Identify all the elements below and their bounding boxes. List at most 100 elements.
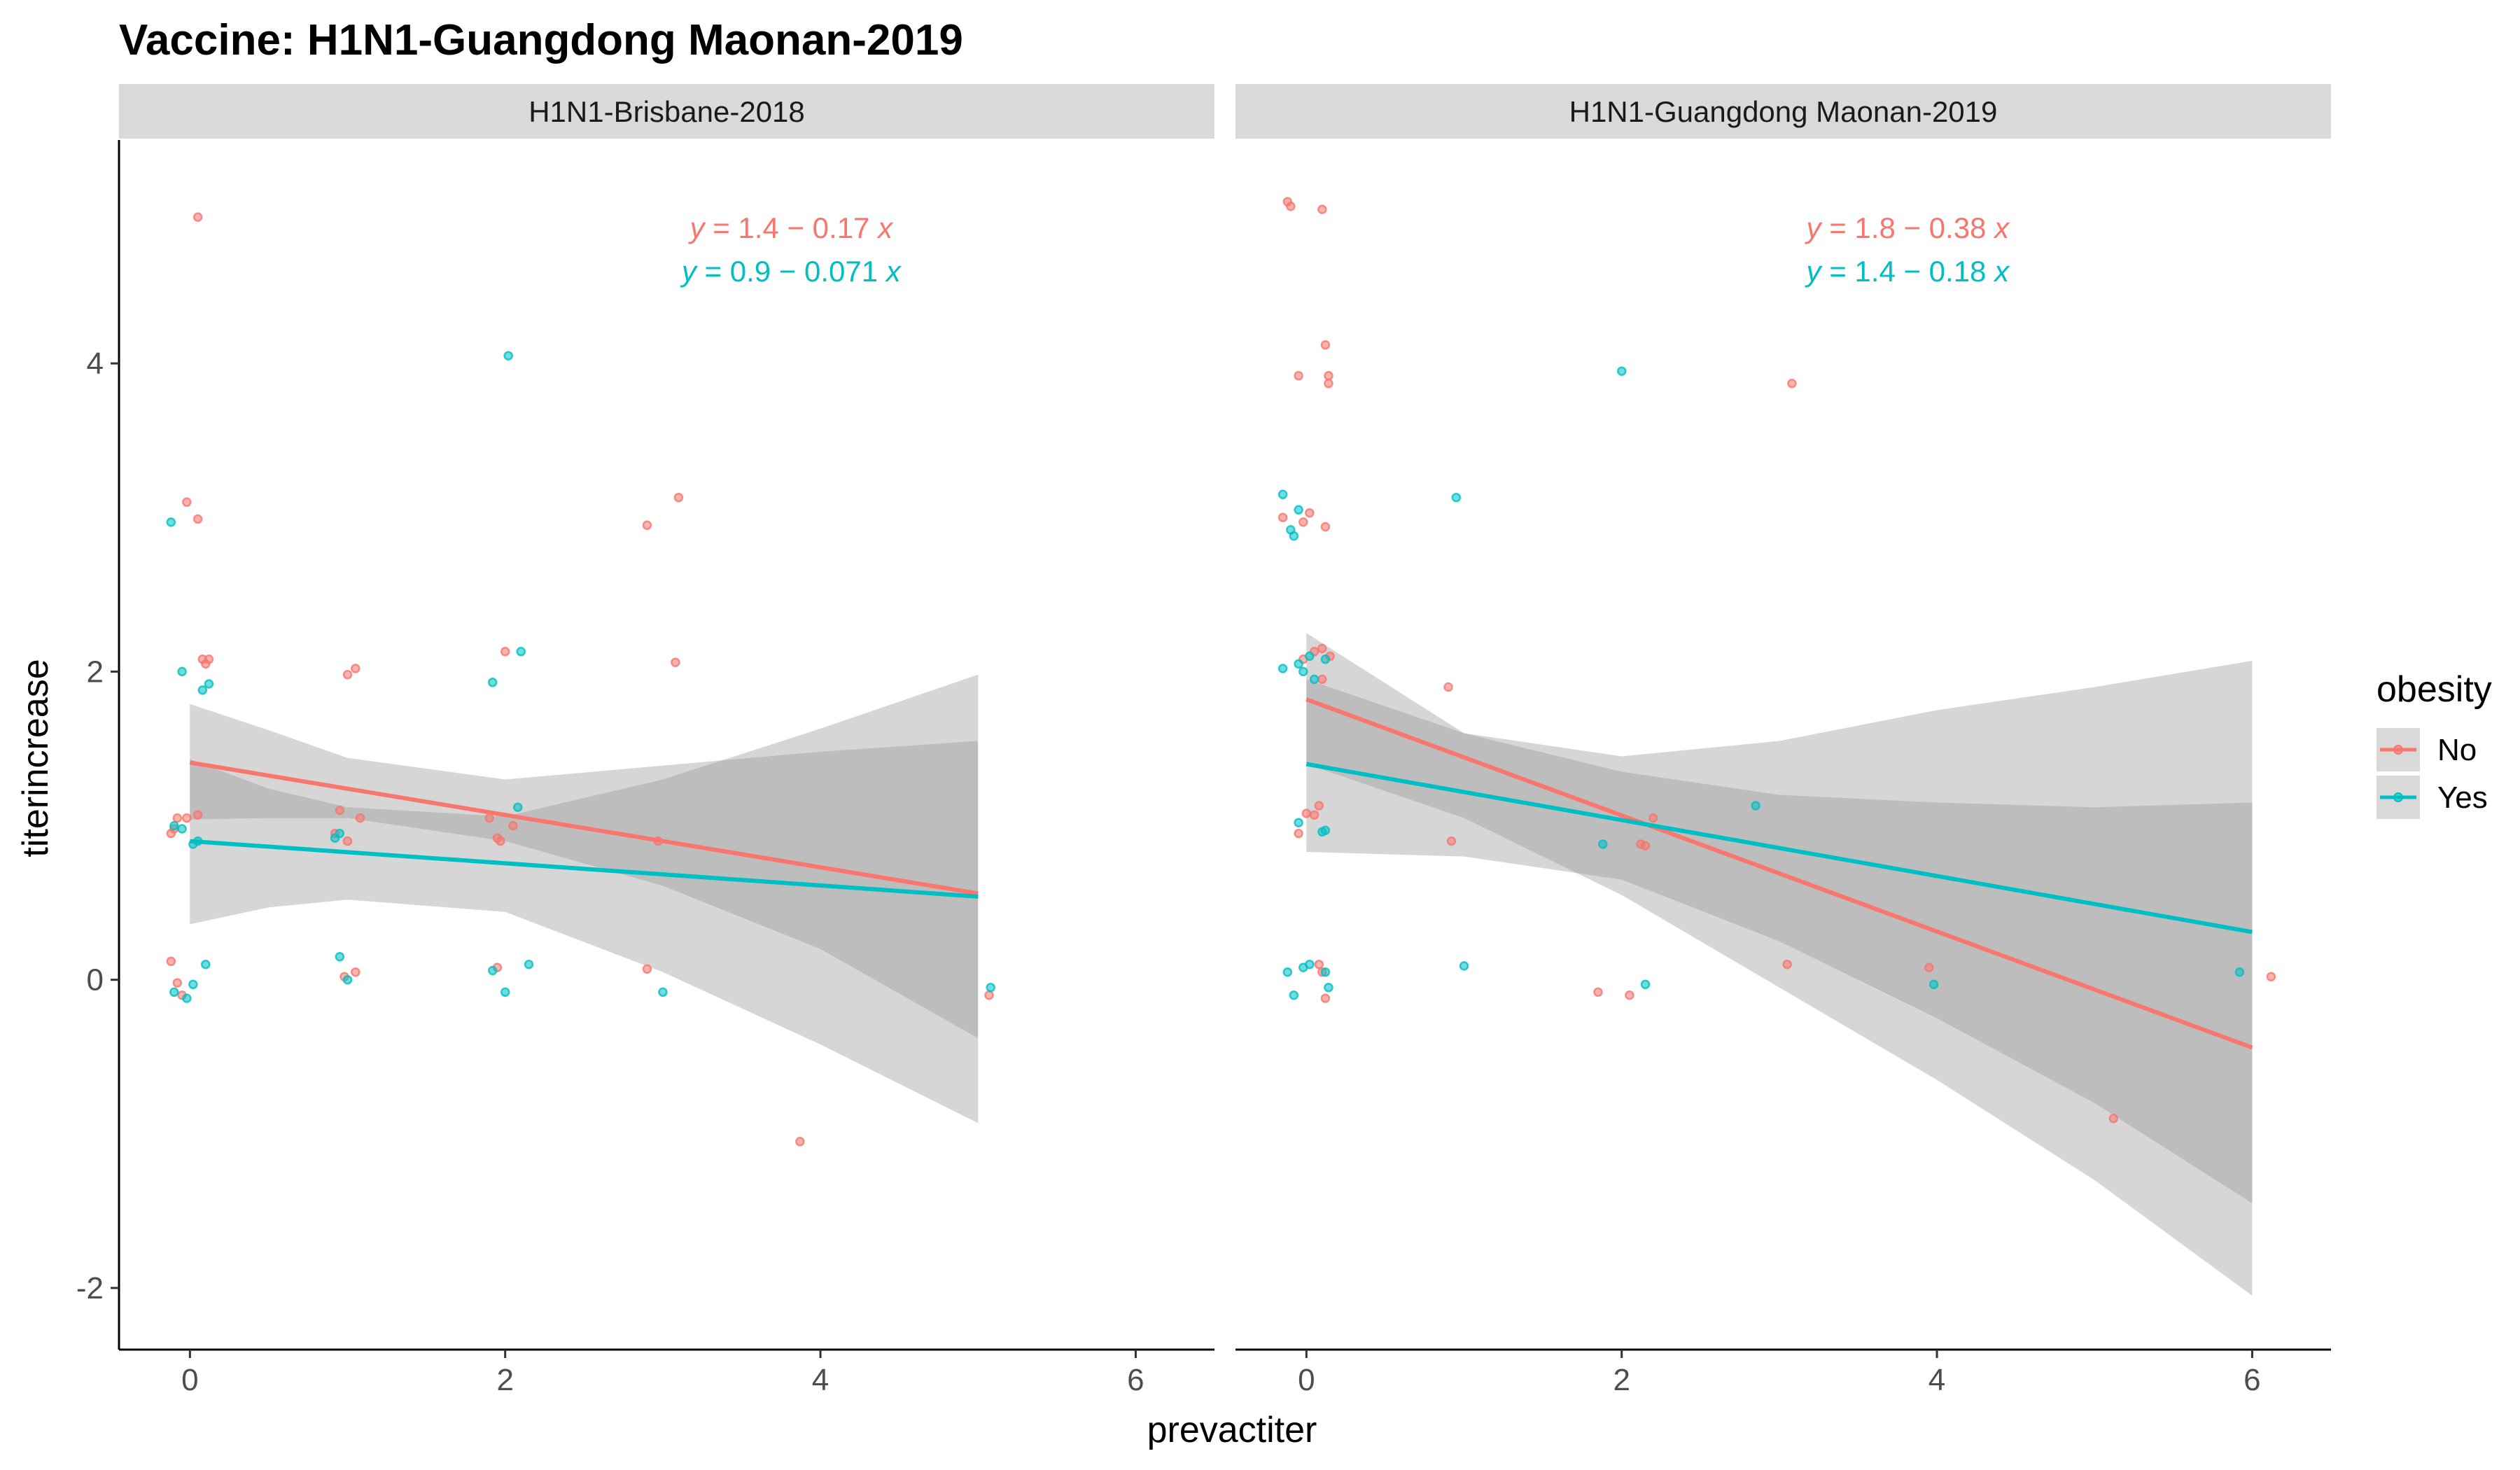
data-point-no: [1286, 201, 1296, 211]
x-axis-title: prevactiter: [1147, 1410, 1317, 1450]
data-point-yes: [524, 959, 534, 969]
data-point-no: [1324, 371, 1334, 381]
legend: obesity No Yes: [2376, 669, 2492, 819]
data-point-yes: [1597, 839, 1608, 849]
data-point-no: [795, 1137, 805, 1147]
data-point-no: [1294, 371, 1303, 381]
x-tick-label: 6: [2244, 1363, 2260, 1397]
data-point-yes: [1320, 654, 1331, 664]
legend-label-no: No: [2437, 733, 2477, 767]
data-point-yes: [1294, 818, 1303, 827]
data-point-no: [1593, 987, 1603, 997]
data-point-yes: [487, 965, 498, 976]
data-point-no: [1446, 836, 1457, 846]
regression-equation-no: y = 1.4 − 0.17 x: [688, 211, 895, 244]
x-tick-label: 0: [181, 1363, 198, 1397]
data-point-no: [1317, 204, 1327, 214]
y-tick-label: -2: [76, 1271, 104, 1306]
facet-panel-brisbane: H1N1-Brisbane-2018 y = 1.4 − 0.17 x y = 0.…: [76, 84, 1214, 1397]
confidence-band-no: [190, 704, 979, 1039]
data-point-no: [1294, 828, 1303, 839]
data-point-no: [1314, 959, 1324, 969]
legend-key-point: [2393, 745, 2403, 755]
data-point-no: [1317, 674, 1327, 685]
data-point-no: [671, 657, 680, 667]
data-point-no: [984, 990, 994, 1000]
x-tick-label: 0: [1298, 1363, 1315, 1397]
data-point-no: [484, 813, 494, 823]
data-point-no: [351, 664, 360, 673]
data-point-yes: [1294, 505, 1303, 515]
data-point-yes: [1278, 489, 1288, 500]
data-point-yes: [1309, 674, 1320, 685]
x-tick-label: 4: [812, 1363, 829, 1397]
regression-equation-no: y = 1.8 − 0.38 x: [1805, 211, 2011, 244]
data-point-yes: [658, 987, 668, 997]
x-tick-label: 4: [1928, 1363, 1945, 1397]
data-point-no: [1314, 801, 1324, 811]
regression-equation-yes: y = 0.9 − 0.071 x: [680, 255, 902, 288]
data-point-yes: [1459, 961, 1469, 971]
facet-strip-label: H1N1-Guangdong Maonan-2019: [1569, 95, 1998, 128]
data-point-yes: [1320, 967, 1331, 977]
data-point-no: [1625, 990, 1634, 1000]
regression-line-yes: [190, 839, 979, 899]
data-point-no: [166, 956, 176, 967]
data-point-no: [1309, 810, 1320, 820]
confidence-band-yes: [190, 674, 979, 1124]
x-tick-label: 6: [1127, 1363, 1144, 1397]
data-point-no: [1298, 517, 1308, 527]
data-point-no: [1320, 522, 1331, 532]
data-point-yes: [1282, 967, 1293, 977]
confidence-band-yes: [1306, 661, 2253, 1203]
data-point-no: [642, 520, 652, 531]
data-point-no: [673, 492, 684, 503]
data-point-no: [192, 810, 203, 820]
legend-label-yes: Yes: [2437, 780, 2488, 815]
data-point-yes: [487, 678, 498, 687]
facet-panel-guangdong: H1N1-Guangdong Maonan-2019 y = 1.8 − 0.38…: [1236, 84, 2331, 1397]
data-point-no: [342, 670, 353, 680]
data-point-yes: [1751, 801, 1760, 811]
data-point-yes: [1324, 982, 1334, 993]
data-point-no: [172, 978, 183, 988]
x-tick-label: 2: [496, 1363, 513, 1397]
data-point-yes: [342, 974, 353, 985]
data-point-no: [1648, 813, 1658, 823]
data-point-no: [166, 828, 176, 839]
y-tick-label: 4: [87, 346, 104, 381]
data-point-no: [1305, 507, 1315, 518]
data-point-no: [1324, 379, 1334, 388]
facet-strip-label: H1N1-Brisbane-2018: [528, 95, 805, 128]
facet-strip: [1236, 84, 2331, 139]
chart-title: Vaccine: H1N1-Guangdong Maonan-2019: [119, 16, 963, 64]
data-point-yes: [516, 647, 526, 657]
data-point-no: [1317, 643, 1327, 654]
data-point-yes: [986, 982, 995, 993]
data-point-yes: [177, 824, 187, 834]
data-point-yes: [1640, 979, 1651, 990]
data-point-yes: [1305, 959, 1315, 969]
data-point-yes: [2234, 967, 2245, 977]
data-point-yes: [1305, 651, 1315, 662]
data-point-no: [351, 967, 360, 977]
data-point-no: [1787, 379, 1797, 388]
data-point-no: [1301, 808, 1312, 818]
confidence-band-no: [1306, 633, 2253, 1296]
data-point-no: [2108, 1114, 2119, 1124]
data-point-no: [508, 820, 518, 831]
data-point-yes: [169, 987, 179, 997]
data-point-yes: [169, 820, 179, 831]
data-point-no: [500, 647, 510, 657]
data-point-no: [342, 836, 353, 846]
data-point-no: [182, 813, 192, 823]
data-point-no: [335, 805, 345, 816]
data-point-no: [1635, 839, 1646, 849]
data-point-yes: [1928, 979, 1939, 990]
data-point-no: [1924, 962, 1934, 972]
data-point-yes: [1616, 366, 1627, 376]
data-point-yes: [1320, 825, 1331, 835]
data-point-no: [192, 212, 203, 222]
data-point-yes: [182, 993, 192, 1003]
y-tick-label: 0: [87, 963, 104, 997]
